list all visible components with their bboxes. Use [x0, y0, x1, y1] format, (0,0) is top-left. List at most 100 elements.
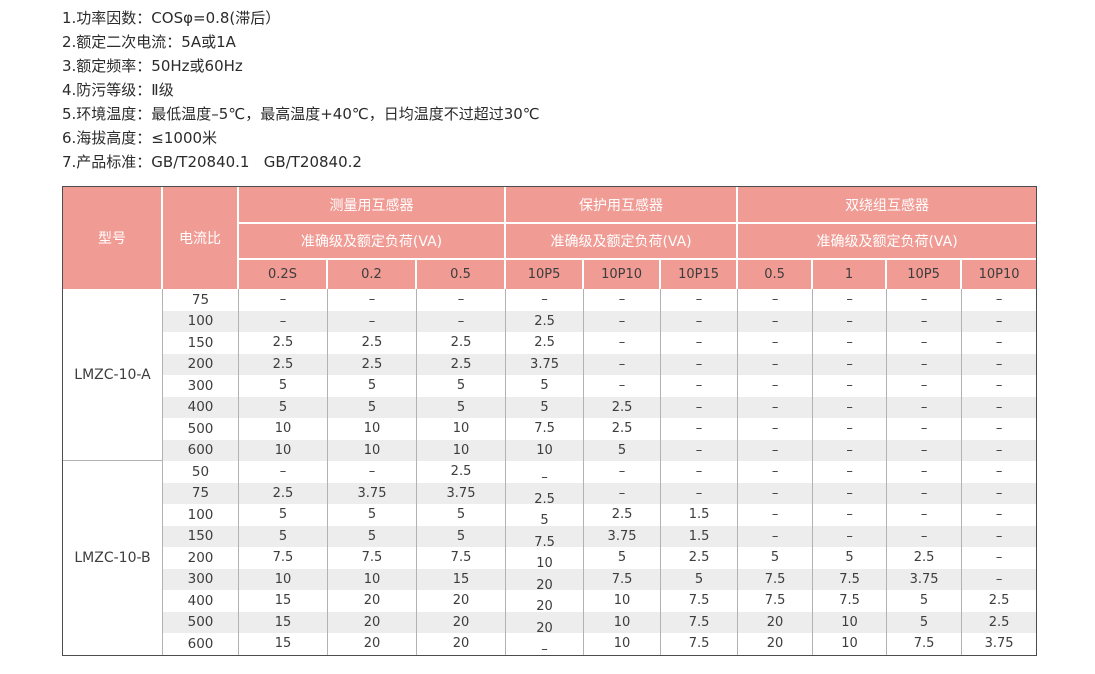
value-text: 5: [367, 507, 377, 523]
value-cell: 7.5: [417, 547, 507, 569]
value-cell: 5: [584, 439, 662, 461]
header-subgroup: 准确级及额定负荷(VA): [738, 224, 1037, 260]
value-cell: –: [738, 332, 814, 354]
ratio-cell: 75: [163, 482, 239, 504]
header-class: 10P10: [584, 260, 662, 289]
value-text: 20: [452, 614, 470, 630]
ratio-cell: 50: [163, 461, 239, 483]
value-cell: 2.5: [506, 310, 585, 332]
value-cell: 5: [887, 590, 963, 612]
value-text: 5: [278, 399, 288, 415]
value-cell: –: [813, 332, 888, 354]
value-text: –: [995, 313, 1003, 329]
value-cell: –: [813, 289, 888, 311]
value-text: 7.5: [611, 571, 633, 587]
value-cell: 2.5: [584, 418, 662, 440]
value-cell: –: [962, 569, 1036, 591]
table-row: 100 5 5 5 5 2.5 1.5 – – – –: [63, 504, 1036, 529]
value-cell: 20: [738, 633, 814, 655]
value-cell: –: [738, 418, 814, 440]
value-cell: 10: [328, 568, 417, 590]
header-class: 10P10: [962, 260, 1037, 289]
header-class: 0.5: [417, 260, 507, 289]
value-text: –: [846, 399, 853, 415]
value-text: –: [920, 313, 928, 329]
value-text: –: [846, 292, 853, 308]
value-cell: 5: [417, 504, 507, 526]
ratio-cell: 100: [163, 504, 239, 526]
value-cell: 10: [506, 439, 585, 461]
value-cell: –: [962, 375, 1036, 397]
value-text: –: [695, 399, 703, 415]
value-text: –: [771, 442, 779, 458]
value-cell: 5: [661, 568, 739, 590]
value-cell: –: [738, 482, 814, 504]
value-text: 10: [841, 636, 858, 652]
value-cell: –: [417, 310, 507, 332]
value-cell: 20: [506, 568, 585, 593]
value-cell: 5: [328, 375, 417, 397]
value-text: –: [920, 335, 928, 351]
value-cell: –: [887, 289, 963, 311]
table-row: 600 15 20 20 – 10 7.5 20 10 7.5 3.75: [63, 633, 1036, 657]
value-text: 7.5: [450, 550, 472, 566]
value-cell: 5: [813, 547, 888, 569]
value-text: 2.5: [272, 485, 294, 501]
value-text: 5: [540, 513, 549, 529]
value-cell: –: [239, 310, 328, 332]
value-text: 5: [367, 399, 377, 415]
value-cell: –: [962, 397, 1036, 419]
value-cell: 5: [328, 525, 417, 547]
value-cell: 15: [239, 590, 328, 612]
value-cell: 2.5: [239, 482, 328, 504]
value-text: 2.5: [611, 399, 633, 415]
value-text: –: [995, 335, 1003, 351]
value-cell: –: [887, 353, 963, 375]
header-class: 0.2S: [239, 260, 328, 289]
value-cell: 5: [738, 547, 814, 569]
value-text: 2.5: [450, 356, 472, 372]
value-cell: 2.5: [506, 482, 585, 507]
value-text: 5: [617, 442, 627, 458]
value-text: 10: [613, 593, 631, 609]
value-text: –: [995, 421, 1003, 437]
value-text: 7.5: [839, 571, 860, 587]
value-cell: 20: [506, 590, 585, 614]
value-cell: 5: [506, 396, 585, 418]
value-text: –: [771, 528, 779, 544]
value-text: 5: [845, 550, 854, 566]
value-text: –: [995, 571, 1003, 587]
value-text: 5: [540, 399, 549, 415]
header-class: 10P15: [661, 260, 739, 289]
value-cell: –: [962, 289, 1036, 311]
value-cell: –: [813, 375, 888, 397]
table-row: 150 2.5 2.5 2.5 2.5 – – – – – –: [63, 332, 1036, 354]
value-cell: 7.5: [813, 590, 888, 612]
value-text: –: [995, 464, 1003, 480]
value-cell: 5: [417, 525, 507, 547]
value-cell: 20: [417, 633, 507, 655]
header-group: 双绕组互感器: [738, 187, 1037, 224]
value-cell: –: [813, 353, 888, 375]
table-row: 300 5 5 5 5 – – – – – –: [63, 375, 1036, 397]
value-text: 5: [456, 507, 466, 523]
value-text: 5: [770, 550, 780, 566]
ratio-cell: 150: [163, 332, 239, 354]
ratio-cell: 75: [163, 289, 239, 311]
header-class: 10P5: [506, 260, 585, 289]
value-cell: 10: [239, 418, 328, 440]
value-cell: –: [813, 396, 888, 418]
header-group: 测量用互感器: [239, 187, 507, 224]
value-cell: 2.5: [417, 353, 507, 375]
value-text: –: [846, 313, 853, 329]
header-ratio: 电流比: [163, 187, 239, 289]
value-text: 5: [456, 528, 466, 544]
value-cell: –: [584, 332, 662, 354]
value-cell: –: [506, 289, 585, 311]
value-text: –: [771, 378, 779, 394]
value-text: –: [995, 528, 1003, 544]
value-cell: –: [887, 375, 963, 397]
value-cell: –: [887, 461, 963, 483]
spec-item: 3.额定频率：50Hz或60Hz: [62, 57, 243, 75]
value-text: –: [695, 421, 703, 437]
